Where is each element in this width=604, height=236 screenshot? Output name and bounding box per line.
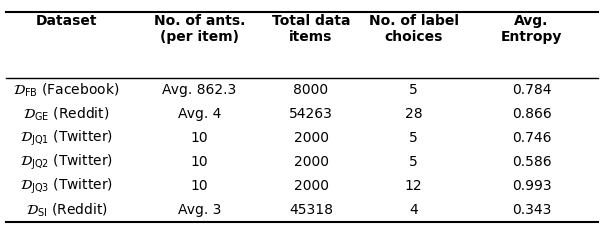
Text: 12: 12 xyxy=(405,179,423,193)
Text: No. of ants.
(per item): No. of ants. (per item) xyxy=(153,14,245,44)
Text: $\mathcal{D}_{\mathrm{GE}}$ (Reddit): $\mathcal{D}_{\mathrm{GE}}$ (Reddit) xyxy=(23,105,110,122)
Text: 0.784: 0.784 xyxy=(512,83,551,97)
Text: 10: 10 xyxy=(190,155,208,169)
Text: $\mathcal{D}_{\mathrm{JQ1}}$ (Twitter): $\mathcal{D}_{\mathrm{JQ1}}$ (Twitter) xyxy=(20,128,113,148)
Text: Avg. 862.3: Avg. 862.3 xyxy=(162,83,236,97)
Text: 2000: 2000 xyxy=(294,131,329,145)
Text: 2000: 2000 xyxy=(294,155,329,169)
Text: 10: 10 xyxy=(190,131,208,145)
Text: $\mathcal{D}_{\mathrm{JQ3}}$ (Twitter): $\mathcal{D}_{\mathrm{JQ3}}$ (Twitter) xyxy=(20,176,113,195)
Text: 10: 10 xyxy=(190,179,208,193)
Text: 5: 5 xyxy=(410,131,418,145)
Text: 0.586: 0.586 xyxy=(512,155,551,169)
Text: 45318: 45318 xyxy=(289,203,333,217)
Text: 0.343: 0.343 xyxy=(512,203,551,217)
Text: $\mathcal{D}_{\mathrm{FB}}$ (Facebook): $\mathcal{D}_{\mathrm{FB}}$ (Facebook) xyxy=(13,81,120,99)
Text: Avg. 4: Avg. 4 xyxy=(178,107,221,121)
Text: 4: 4 xyxy=(410,203,418,217)
Text: 8000: 8000 xyxy=(294,83,329,97)
Text: 5: 5 xyxy=(410,83,418,97)
Text: 28: 28 xyxy=(405,107,423,121)
Text: 5: 5 xyxy=(410,155,418,169)
Text: Total data
items: Total data items xyxy=(272,14,350,44)
Text: 0.746: 0.746 xyxy=(512,131,551,145)
Text: 0.866: 0.866 xyxy=(512,107,551,121)
Text: $\mathcal{D}_{\mathrm{JQ2}}$ (Twitter): $\mathcal{D}_{\mathrm{JQ2}}$ (Twitter) xyxy=(20,152,113,172)
Text: Avg. 3: Avg. 3 xyxy=(178,203,221,217)
Text: No. of label
choices: No. of label choices xyxy=(368,14,459,44)
Text: 54263: 54263 xyxy=(289,107,333,121)
Text: Avg.
Entropy: Avg. Entropy xyxy=(501,14,562,44)
Text: 2000: 2000 xyxy=(294,179,329,193)
Text: Dataset: Dataset xyxy=(36,14,97,28)
Text: 0.993: 0.993 xyxy=(512,179,551,193)
Text: $\mathcal{D}_{\mathrm{SI}}$ (Reddit): $\mathcal{D}_{\mathrm{SI}}$ (Reddit) xyxy=(25,201,108,219)
